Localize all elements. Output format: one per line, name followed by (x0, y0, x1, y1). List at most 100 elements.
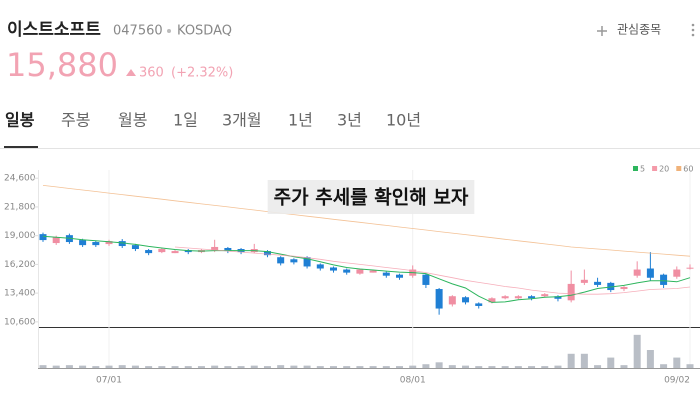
volume-bar (105, 365, 113, 368)
candle-body (356, 269, 364, 274)
volume-bar (686, 364, 694, 368)
candle-body (488, 298, 496, 303)
period-tab[interactable]: 월봉 (118, 111, 147, 130)
candle-body (277, 257, 285, 264)
legend-swatch (633, 166, 638, 171)
candle-body (290, 259, 298, 263)
volume-bar (541, 366, 549, 368)
candle-body (633, 269, 641, 276)
volume-bar (435, 362, 443, 368)
y-tick-label: 16,200 (4, 260, 36, 270)
candle-body (263, 251, 271, 256)
volume-bar (594, 365, 602, 368)
volume-bar (277, 365, 285, 368)
volume-bar (79, 365, 87, 368)
period-tab[interactable]: 3개월 (222, 111, 262, 130)
stock-code: 047560 (113, 24, 163, 39)
candle-body (369, 270, 377, 273)
volume-bar (263, 366, 271, 368)
volume-bar (567, 353, 575, 368)
candle-body (580, 279, 588, 283)
up-arrow (126, 69, 136, 76)
period-tab[interactable]: 일봉 (5, 111, 35, 130)
volume-bar (409, 365, 417, 368)
volume-bar (197, 366, 205, 368)
chart-title: 주가 추세를 확인해 보자 (274, 186, 469, 209)
volume-bar (620, 365, 628, 368)
candle-body (79, 240, 87, 246)
candle-body (673, 269, 681, 277)
volume-bar (290, 365, 298, 368)
volume-bar (488, 366, 496, 368)
candle-body (224, 247, 232, 252)
volume-bar (554, 365, 562, 368)
volume-bar (224, 366, 232, 368)
volume-bar (528, 366, 536, 368)
period-tab[interactable]: 1일 (173, 111, 198, 130)
candle-body (567, 283, 575, 301)
volume-bar (118, 365, 126, 368)
candle-body (131, 245, 139, 250)
candle-body (607, 282, 615, 291)
price-change: 360 (139, 66, 164, 81)
candle-body (118, 241, 126, 247)
moving-average-line (42, 235, 691, 303)
candle-body (303, 257, 311, 267)
volume-bar (382, 366, 390, 368)
volume-bar (211, 365, 219, 368)
candle-body (554, 296, 562, 299)
current-price: 15,880 (6, 46, 118, 84)
watch-button[interactable]: 관심종목 (597, 23, 661, 37)
volume-bar (369, 366, 377, 368)
candle-body (145, 250, 153, 254)
candle-body (105, 241, 113, 245)
candle-body (382, 272, 390, 276)
candle-body (646, 268, 654, 278)
period-tab[interactable]: 3년 (337, 111, 362, 130)
volume-bar (39, 365, 47, 368)
watch-label[interactable]: 관심종목 (617, 23, 661, 37)
volume-bar (343, 366, 351, 368)
candle-body (435, 289, 443, 309)
volume-bar (607, 357, 615, 368)
legend-swatch (652, 166, 658, 171)
volume-bar (514, 366, 522, 368)
x-tick-label: 07/01 (96, 376, 122, 386)
volume-bar (52, 365, 60, 368)
volume-bar (501, 366, 509, 368)
legend-label: 20 (659, 165, 669, 174)
title-box (267, 180, 475, 214)
separator-dot (167, 29, 171, 33)
volume-bar (303, 365, 311, 368)
candle-body (686, 267, 694, 269)
x-tick-label: 08/01 (400, 376, 426, 386)
volume-bar (448, 365, 456, 368)
candle-body (475, 303, 483, 306)
volume-bar (316, 366, 324, 368)
y-tick-label: 10,600 (4, 317, 36, 327)
volume-bar (396, 366, 404, 368)
candle-body (329, 267, 337, 271)
candle-body (211, 246, 219, 251)
candle-body (660, 274, 668, 285)
moving-average-line (42, 185, 691, 257)
volume-bar (633, 334, 641, 368)
volume-bar (65, 365, 73, 368)
volume-bar (673, 357, 681, 368)
volume-bar (660, 364, 668, 368)
volume-bar (184, 366, 192, 368)
period-tab[interactable]: 주봉 (61, 111, 90, 130)
plus-icon (597, 26, 607, 36)
dot (691, 33, 695, 37)
legend-label: 60 (683, 165, 693, 174)
stock-name: 이스트소프트 (7, 20, 101, 40)
volume-bar (646, 350, 654, 368)
more-button[interactable] (691, 23, 695, 37)
candle-body (171, 251, 179, 254)
period-tab[interactable]: 10년 (386, 111, 421, 130)
volume-bar (171, 366, 179, 368)
period-tab[interactable]: 1년 (288, 111, 313, 130)
volume-bar (145, 366, 153, 368)
volume-bar (475, 366, 483, 368)
